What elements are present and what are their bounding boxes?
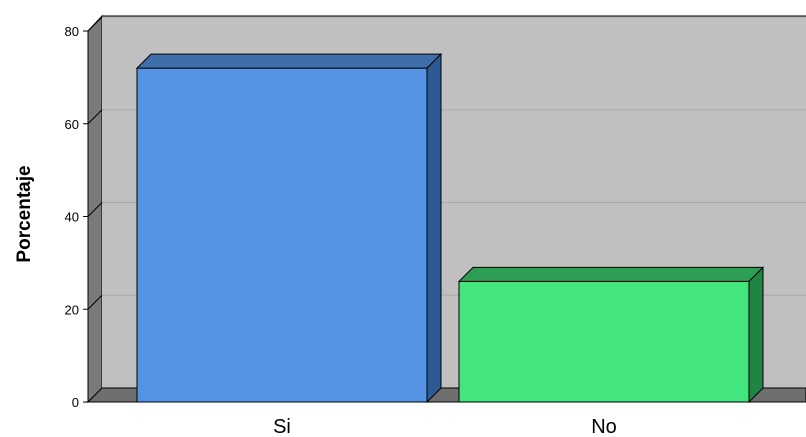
bar-front xyxy=(136,67,428,403)
gridline-wall-diagonal xyxy=(87,294,103,310)
y-axis-label: Porcentaje xyxy=(14,165,35,262)
bar-no xyxy=(457,266,765,404)
y-tick-label: 60 xyxy=(65,117,79,132)
x-category-label: Si xyxy=(273,416,291,437)
gridline-wall-diagonal xyxy=(87,109,103,125)
bar-side xyxy=(748,266,764,404)
y-tick-label: 80 xyxy=(65,24,79,39)
gridline-wall-diagonal xyxy=(87,202,103,217)
y-tick-label: 20 xyxy=(65,302,79,317)
bar-top xyxy=(457,266,765,282)
x-category-label: No xyxy=(591,416,617,437)
bar-front xyxy=(458,280,750,403)
bar-si xyxy=(135,52,443,404)
x-axis-categories: Si No xyxy=(273,416,617,437)
bars xyxy=(135,52,765,404)
bar-top xyxy=(135,53,443,69)
bar-side xyxy=(426,52,442,404)
y-axis-ticks: 0 20 40 60 80 xyxy=(65,24,88,410)
y-tick-label: 40 xyxy=(65,210,79,225)
gridline-wall-diagonal xyxy=(87,16,103,32)
y-tick-label: 0 xyxy=(72,395,79,410)
